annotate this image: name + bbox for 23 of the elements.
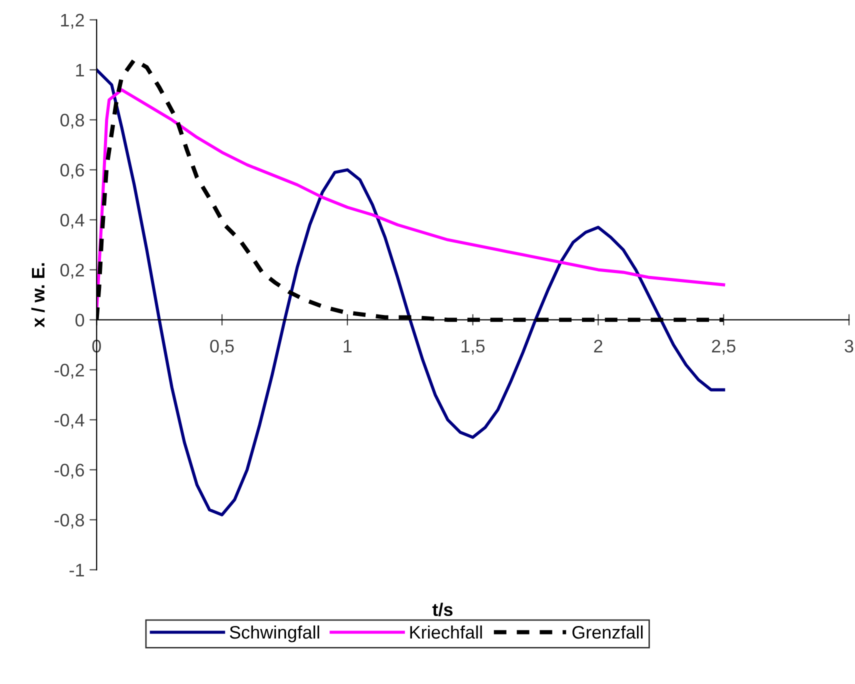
- x-axis-title: t/s: [432, 602, 453, 616]
- y-tick-label: 0,8: [60, 114, 84, 129]
- legend-label: Grenzfall: [572, 625, 643, 639]
- y-tick-label: -0,4: [54, 414, 84, 429]
- x-tick-label: 2: [594, 340, 602, 352]
- x-tick-label: 0,5: [210, 340, 234, 355]
- y-axis-title: x / w. E.: [31, 263, 45, 328]
- x-tick-label: 1,5: [462, 340, 485, 355]
- y-tick-label: -0,2: [54, 364, 84, 379]
- y-tick-label: 1: [76, 64, 84, 76]
- y-tick-label: -0,8: [54, 514, 84, 529]
- y-tick-label: 0: [75, 314, 84, 327]
- x-tick-label: 2,5: [712, 340, 736, 355]
- y-tick-label: 0,6: [60, 164, 84, 179]
- x-tick-label: 3: [844, 340, 854, 353]
- y-tick-label: -0,6: [54, 464, 84, 479]
- x-tick-label: 1: [344, 340, 352, 352]
- legend-label: Schwingfall: [230, 625, 320, 642]
- y-tick-label: 1,2: [61, 14, 84, 29]
- legend-label: Kriechfall: [410, 625, 482, 639]
- y-tick-label: 0,4: [60, 214, 84, 229]
- y-tick-label: -1: [70, 564, 84, 576]
- y-tick-label: 0,2: [60, 264, 84, 279]
